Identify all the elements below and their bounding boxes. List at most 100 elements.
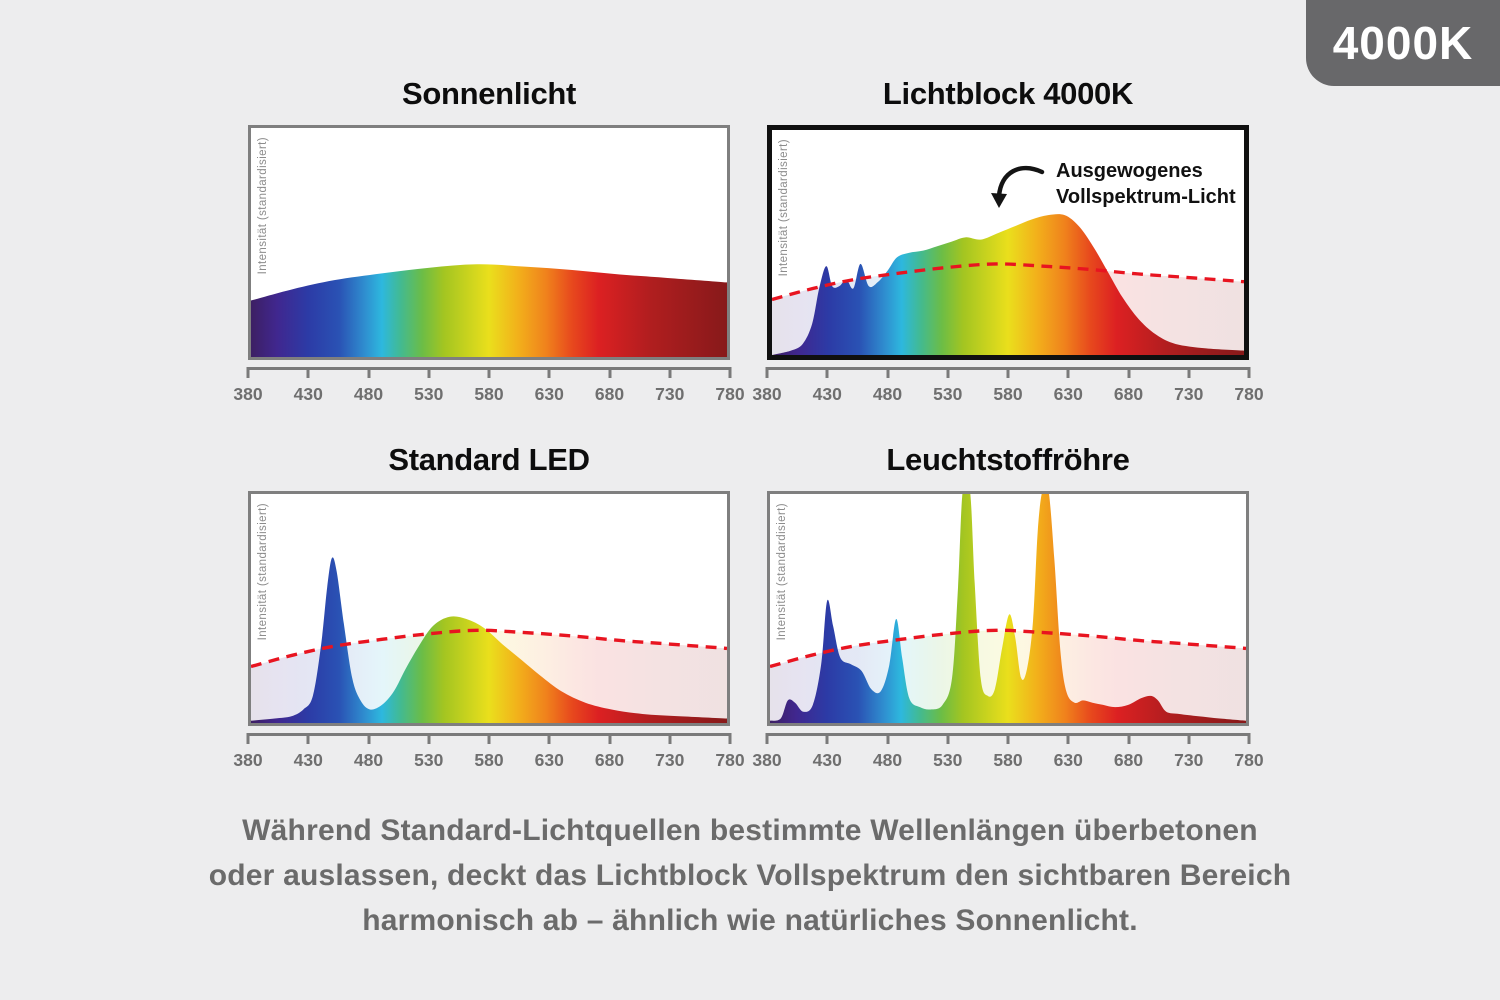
- axis-tick-label: 580: [993, 750, 1023, 770]
- axis-tick-label: 630: [1053, 384, 1083, 404]
- axis-tick-label: 480: [353, 384, 384, 404]
- axis-tick: [765, 733, 769, 744]
- spectrum-panel-lichtblock: Intensität (standardisiert) Ausgewogenes…: [767, 125, 1249, 360]
- axis-tick: [487, 733, 491, 744]
- axis-tick: [668, 733, 672, 744]
- axis-tick: [427, 733, 431, 744]
- chart-title-leuchtstoffroehre: Leuchtstoffröhre: [886, 442, 1130, 477]
- y-axis-label: Intensität (standardisiert): [257, 503, 269, 641]
- axis-tick: [246, 367, 250, 378]
- axis-tick-label: 380: [233, 384, 263, 404]
- wavelength-axis: 380 430 480 530 580 630 680 730 780: [233, 365, 745, 413]
- axis-tick-label: 780: [715, 384, 745, 404]
- annotation-line-1: Ausgewogenes: [1056, 160, 1203, 182]
- spectrum-plot-sonnenlicht: [251, 128, 727, 357]
- axis-tick: [487, 367, 491, 378]
- chart-sonnenlicht: Sonnenlicht Intensität (standardisiert) …: [233, 76, 745, 413]
- axis-tick-label: 530: [933, 384, 963, 404]
- axis-tick-label: 680: [594, 750, 625, 770]
- axis-tick: [886, 367, 889, 378]
- axis-tick-label: 480: [872, 750, 903, 770]
- axis-tick-label: 680: [1113, 384, 1144, 404]
- axis-tick-label: 780: [1234, 750, 1264, 770]
- axis-tick-label: 380: [233, 750, 263, 770]
- axis-tick-label: 680: [1113, 750, 1144, 770]
- axis-tick: [306, 367, 310, 378]
- wavelength-axis: 380 430 480 530 580 630 680 730 780: [752, 365, 1264, 413]
- axis-tick: [946, 733, 950, 744]
- color-temp-badge-label: 4000K: [1332, 17, 1474, 69]
- axis-tick-label: 430: [812, 384, 842, 404]
- axis-tick: [547, 367, 551, 378]
- spectrum-svg-leuchtstoffroehre: [770, 494, 1246, 723]
- spectrum-panel-leuchtstoffroehre: Intensität (standardisiert): [767, 491, 1249, 726]
- axis-tick: [1127, 733, 1130, 744]
- axis-tick: [1247, 733, 1251, 744]
- axis-tick: [1127, 367, 1130, 378]
- axis-tick: [728, 367, 732, 378]
- axis-tick: [608, 367, 611, 378]
- axis-tick-label: 730: [655, 750, 685, 770]
- chart-title-standard-led: Standard LED: [388, 442, 590, 477]
- axis-tick-label: 380: [752, 384, 782, 404]
- axis-tick: [1187, 367, 1191, 378]
- wavelength-axis: 380 430 480 530 580 630 680 730 780: [233, 731, 745, 779]
- axis-tick: [1066, 733, 1070, 744]
- axis-tick-label: 430: [293, 384, 323, 404]
- axis-tick-label: 480: [353, 750, 384, 770]
- spectrum-plot-lichtblock: [772, 130, 1244, 355]
- axis-tick-label: 730: [1174, 750, 1204, 770]
- axis-tick: [886, 733, 889, 744]
- spectrum-svg-standard-led: [251, 557, 727, 723]
- axis-tick: [367, 733, 370, 744]
- axis-tick: [1247, 367, 1251, 378]
- footer-text-line: harmonisch ab – ähnlich wie natürliches …: [362, 904, 1138, 937]
- chart-lichtblock-4000k: Lichtblock 4000K Intensität (standardisi…: [752, 76, 1264, 413]
- axis-tick: [306, 733, 310, 744]
- spectrum-panel-standard-led: Intensität (standardisiert): [248, 491, 730, 726]
- axis-tick: [1066, 367, 1070, 378]
- axis-tick: [427, 367, 431, 378]
- footer-text-line: Während Standard-Lichtquellen bestimmte …: [242, 814, 1258, 847]
- wavelength-axis: 380 430 480 530 580 630 680 730 780: [752, 731, 1264, 779]
- spectrum-svg-sonnenlicht: [251, 264, 727, 357]
- axis-tick: [946, 367, 950, 378]
- axis-tick-label: 730: [655, 384, 685, 404]
- axis-tick-label: 630: [534, 384, 564, 404]
- axis-tick: [668, 367, 672, 378]
- y-axis-label: Intensität (standardisiert): [257, 137, 269, 275]
- curved-arrow-icon: [986, 160, 1050, 229]
- axis-tick-label: 630: [534, 750, 564, 770]
- axis-tick-label: 530: [933, 750, 963, 770]
- axis-tick: [825, 367, 829, 378]
- spectrum-svg-lichtblock: [772, 214, 1244, 355]
- axis-tick: [547, 733, 551, 744]
- axis-tick-label: 380: [752, 750, 782, 770]
- chart-title-lichtblock: Lichtblock 4000K: [882, 76, 1134, 111]
- axis-tick-label: 480: [872, 384, 903, 404]
- axis-tick-label: 630: [1053, 750, 1083, 770]
- axis-tick: [825, 733, 829, 744]
- axis-tick: [1006, 367, 1010, 378]
- chart-title-sonnenlicht: Sonnenlicht: [401, 76, 577, 111]
- spectrum-plot-standard-led: [251, 494, 727, 723]
- axis-tick-label: 580: [993, 384, 1023, 404]
- spectrum-panel-sonnenlicht: Intensität (standardisiert): [248, 125, 730, 360]
- axis-tick-label: 680: [594, 384, 625, 404]
- axis-tick-label: 580: [474, 384, 504, 404]
- axis-tick: [246, 733, 250, 744]
- footer-text-line: oder auslassen, deckt das Lichtblock Vol…: [208, 859, 1292, 892]
- axis-tick-label: 530: [414, 750, 444, 770]
- axis-tick-label: 430: [812, 750, 842, 770]
- axis-tick-label: 780: [1234, 384, 1264, 404]
- y-axis-label: Intensität (standardisiert): [776, 503, 788, 641]
- annotation-line-2: Vollspektrum-Licht: [1056, 186, 1236, 208]
- color-temp-badge: 4000K: [1306, 0, 1500, 86]
- axis-tick-label: 430: [293, 750, 323, 770]
- axis-tick-label: 730: [1174, 384, 1204, 404]
- annotation-balanced-spectrum: Ausgewogenes Vollspektrum-Licht: [1056, 158, 1236, 210]
- chart-leuchtstoffroehre: Leuchtstoffröhre Intensität (standardisi…: [752, 442, 1264, 779]
- axis-tick-label: 530: [414, 384, 444, 404]
- axis-tick-label: 780: [715, 750, 745, 770]
